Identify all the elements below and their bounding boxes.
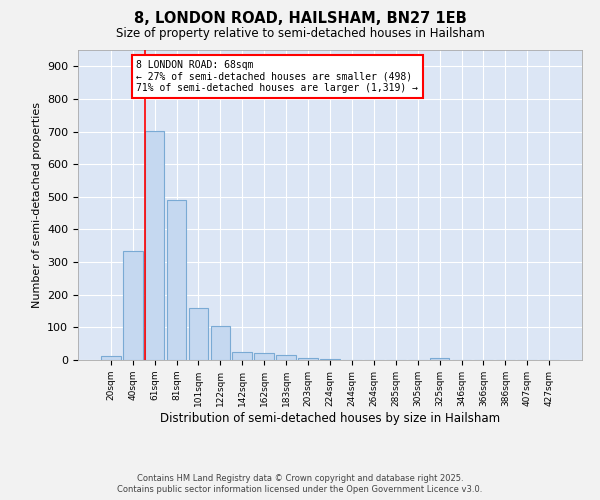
Bar <box>276 355 296 360</box>
Bar <box>188 308 208 360</box>
X-axis label: Distribution of semi-detached houses by size in Hailsham: Distribution of semi-detached houses by … <box>160 412 500 424</box>
Text: Contains HM Land Registry data © Crown copyright and database right 2025.
Contai: Contains HM Land Registry data © Crown c… <box>118 474 482 494</box>
Bar <box>211 326 230 360</box>
Bar <box>254 354 274 360</box>
Bar <box>101 356 121 360</box>
Y-axis label: Number of semi-detached properties: Number of semi-detached properties <box>32 102 41 308</box>
Bar <box>167 200 187 360</box>
Bar <box>123 252 143 360</box>
Bar <box>232 352 252 360</box>
Bar <box>320 359 340 360</box>
Text: Size of property relative to semi-detached houses in Hailsham: Size of property relative to semi-detach… <box>116 27 484 40</box>
Text: 8 LONDON ROAD: 68sqm
← 27% of semi-detached houses are smaller (498)
71% of semi: 8 LONDON ROAD: 68sqm ← 27% of semi-detac… <box>136 60 418 93</box>
Bar <box>430 358 449 360</box>
Text: 8, LONDON ROAD, HAILSHAM, BN27 1EB: 8, LONDON ROAD, HAILSHAM, BN27 1EB <box>134 11 466 26</box>
Bar <box>145 130 164 360</box>
Bar <box>298 358 318 360</box>
